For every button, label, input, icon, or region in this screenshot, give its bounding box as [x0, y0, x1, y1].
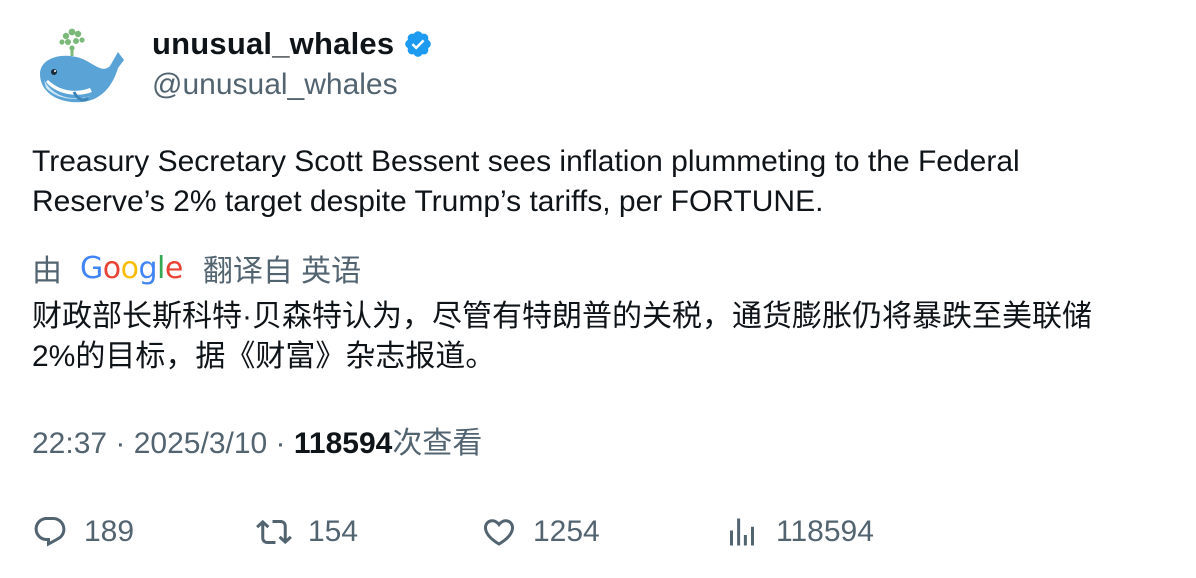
tweet-date[interactable]: 2025/3/10 [133, 427, 268, 460]
google-logo-letter: G [80, 250, 103, 286]
reply-icon [34, 517, 66, 547]
google-logo-letter: o [120, 250, 139, 286]
tweet-text-line: Reserve’s 2% target despite Trump’s tari… [32, 185, 824, 218]
tweet-meta: 22:37 · 2025/3/10 · 118594次查看 [32, 424, 482, 464]
translation-attribution: 由 Google 翻译自 英语 [32, 248, 362, 289]
action-bar: 189 154 1254 118594 [32, 512, 1172, 552]
google-logo-letter: g [138, 250, 158, 286]
views-total: 118594 [776, 515, 874, 548]
translated-by-label: 由 [32, 255, 62, 288]
views-label: 次查看 [392, 427, 483, 460]
views-count: 118594 [293, 427, 393, 460]
like-count: 1254 [533, 515, 600, 548]
tweet-text-line: Treasury Secretary Scott Bessent sees in… [32, 145, 1020, 178]
author-identity: unusual_whales @unusual_whales [152, 22, 433, 102]
reply-count: 189 [84, 515, 135, 548]
translated-from-label: 翻译自 英语 [202, 255, 362, 288]
handle[interactable]: @unusual_whales [152, 68, 398, 101]
analytics-icon [730, 518, 754, 546]
avatar[interactable] [32, 22, 128, 118]
heart-icon [483, 519, 515, 546]
like-button[interactable]: 1254 [481, 512, 600, 552]
google-logo[interactable]: Google [80, 251, 183, 286]
translated-text-line: 财政部长斯科特·贝森特认为，尽管有特朗普的关税，通货膨胀仍将暴跌至美联储 [32, 300, 1092, 333]
whale-icon [32, 22, 128, 118]
tweet-text: Treasury Secretary Scott Bessent sees in… [32, 142, 1172, 222]
verified-badge-icon [403, 29, 433, 59]
retweet-count: 154 [308, 515, 359, 548]
google-logo-letter: o [102, 250, 121, 286]
reply-button[interactable]: 189 [32, 512, 134, 552]
google-logo-letter: l [157, 250, 165, 286]
translated-text-line: 2%的目标，据《财富》杂志报道。 [32, 340, 496, 373]
meta-separator: · [107, 427, 134, 460]
views-button[interactable]: 118594 [724, 512, 874, 552]
name-row: unusual_whales [152, 24, 433, 64]
tweet-time[interactable]: 22:37 [32, 427, 108, 460]
meta-separator: · [267, 427, 294, 460]
tweet-header: unusual_whales @unusual_whales [32, 22, 433, 118]
translated-text: 财政部长斯科特·贝森特认为，尽管有特朗普的关税，通货膨胀仍将暴跌至美联储 2%的… [32, 297, 1182, 377]
retweet-button[interactable]: 154 [256, 512, 358, 552]
google-logo-letter: e [164, 250, 183, 286]
retweet-icon [256, 519, 292, 545]
display-name[interactable]: unusual_whales [152, 26, 395, 61]
